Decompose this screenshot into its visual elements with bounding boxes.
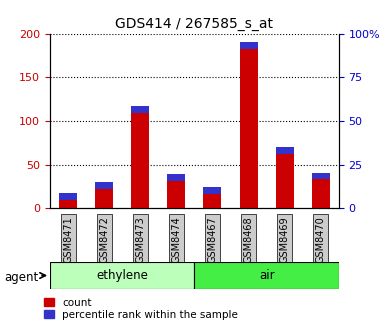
Text: GSM8468: GSM8468: [244, 216, 254, 263]
Bar: [167, 174, 186, 181]
Legend: count, percentile rank within the sample: count, percentile rank within the sample: [44, 298, 238, 320]
Bar: [203, 187, 221, 208]
Text: ethylene: ethylene: [96, 269, 148, 282]
Title: GDS414 / 267585_s_at: GDS414 / 267585_s_at: [116, 17, 273, 31]
Text: GSM8467: GSM8467: [208, 216, 218, 263]
Text: GSM8469: GSM8469: [280, 216, 290, 263]
Bar: [276, 147, 294, 154]
Bar: [239, 42, 258, 208]
Text: GSM8474: GSM8474: [171, 216, 181, 263]
Bar: [239, 42, 258, 49]
Bar: [312, 172, 330, 179]
Text: air: air: [259, 269, 275, 282]
Bar: [95, 182, 113, 189]
Bar: [59, 193, 77, 200]
Bar: [131, 106, 149, 113]
Text: GSM8470: GSM8470: [316, 216, 326, 263]
Text: GSM8471: GSM8471: [63, 216, 73, 263]
Bar: [59, 193, 77, 208]
Bar: [194, 262, 339, 289]
Text: agent: agent: [4, 271, 38, 284]
Bar: [312, 172, 330, 208]
Bar: [95, 182, 113, 208]
Bar: [50, 262, 194, 289]
Text: GSM8472: GSM8472: [99, 216, 109, 263]
Text: GSM8473: GSM8473: [135, 216, 145, 263]
Bar: [276, 147, 294, 208]
Bar: [167, 174, 186, 208]
Bar: [131, 106, 149, 208]
Bar: [203, 187, 221, 194]
